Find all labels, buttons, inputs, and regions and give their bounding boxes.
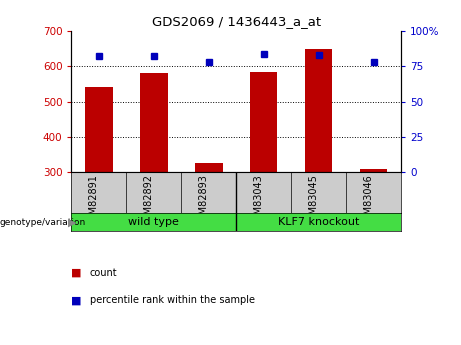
Bar — [195, 163, 223, 172]
Text: GSM82891: GSM82891 — [89, 174, 99, 227]
Text: wild type: wild type — [129, 217, 179, 227]
Text: ▶: ▶ — [68, 217, 77, 227]
Text: GSM83046: GSM83046 — [364, 174, 373, 227]
Title: GDS2069 / 1436443_a_at: GDS2069 / 1436443_a_at — [152, 16, 321, 29]
Text: GSM82892: GSM82892 — [144, 174, 154, 227]
Bar — [360, 169, 387, 172]
Text: percentile rank within the sample: percentile rank within the sample — [90, 295, 255, 305]
Text: genotype/variation: genotype/variation — [0, 218, 86, 227]
Bar — [305, 49, 332, 172]
Bar — [140, 73, 168, 172]
Text: count: count — [90, 268, 118, 277]
Bar — [85, 88, 112, 172]
Text: GSM82893: GSM82893 — [199, 174, 209, 227]
Text: GSM83043: GSM83043 — [254, 174, 264, 227]
Text: ■: ■ — [71, 268, 82, 277]
Text: GSM83045: GSM83045 — [309, 174, 319, 227]
Bar — [250, 72, 278, 172]
Text: ■: ■ — [71, 295, 82, 305]
Text: KLF7 knockout: KLF7 knockout — [278, 217, 360, 227]
